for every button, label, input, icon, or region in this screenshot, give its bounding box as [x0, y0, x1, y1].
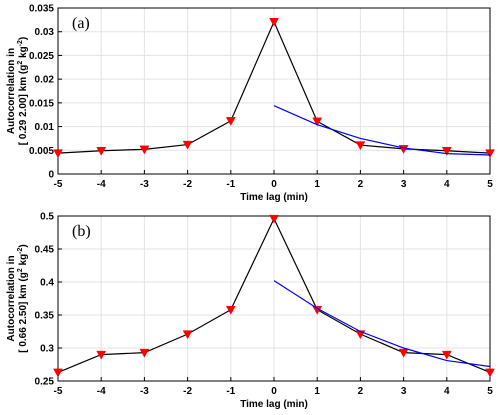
y-tick-label: 0.3	[40, 344, 54, 355]
x-axis-label: Time lag (min)	[240, 399, 308, 410]
y-tick-label: 0.025	[29, 51, 54, 62]
y-axis-label-part: [ 0.66 2.50] km (g	[18, 272, 29, 353]
data-point-marker	[225, 305, 236, 315]
y-tick-label: 0	[48, 170, 54, 181]
y-axis-label-part: [ 0.29 2.00] km (g	[18, 65, 29, 146]
x-tick-label: 5	[487, 386, 493, 397]
data-point-marker	[182, 330, 193, 340]
x-tick-label: -1	[226, 386, 235, 397]
data-point-marker	[355, 141, 366, 151]
fit-curve-line	[273, 280, 491, 368]
panel-label: (a)	[72, 15, 90, 32]
y-axis-label-line1: Autocorrelation in	[6, 48, 17, 134]
y-tick-label: 0.02	[35, 75, 55, 86]
data-point-marker	[53, 149, 63, 159]
x-tick-label: 2	[358, 179, 364, 190]
data-point-marker	[53, 368, 63, 378]
y-tick-label: 0.01	[35, 122, 55, 133]
y-tick-label: 0.35	[35, 311, 55, 322]
data-point-marker	[225, 117, 236, 126]
y-tick-label: 0.005	[29, 146, 54, 157]
y-tick-label: 0.03	[35, 27, 55, 38]
x-tick-label: -3	[140, 179, 149, 190]
x-tick-label: -2	[183, 386, 192, 397]
data-point-marker	[398, 348, 409, 358]
chart-panel-a: -5 -4 -3 -2 -1 0 1 2 3 4 5 0 0.005 0.01 0.015 0.02 0.025…	[6, 4, 495, 203]
x-tick-label: 0	[271, 386, 277, 397]
y-axis-label-part: -2	[17, 247, 24, 253]
y-axis-label-part: -2	[17, 40, 24, 46]
x-axis-label: Time lag (min)	[240, 192, 308, 203]
y-axis-label: Autocorrelation in[ 0.66 2.50] km (g2 kg…	[6, 244, 29, 353]
y-tick-label: 0.015	[29, 98, 54, 109]
y-axis-label-part: 2	[17, 61, 24, 65]
data-point-marker	[312, 117, 323, 127]
x-tick-label: 4	[444, 386, 450, 397]
data-point-marker	[485, 149, 495, 159]
x-tick-label: 5	[487, 179, 493, 190]
x-tick-label: 3	[401, 179, 407, 190]
y-tick-label: 0.4	[40, 278, 54, 289]
data-point-marker	[182, 140, 193, 150]
chart-panel-b: -5 -4 -3 -2 -1 0 1 2 3 4 5 0.25 0.3 0.35 0.4 0.45 0.5 Tim…	[6, 212, 495, 410]
data-point-marker	[441, 350, 452, 360]
x-tick-label: -5	[54, 386, 63, 397]
x-tick-label: -1	[226, 179, 235, 190]
y-axis-label-line1: Autocorrelation in	[6, 255, 17, 341]
y-axis-label-part: kg	[18, 254, 29, 268]
data-point-marker	[96, 350, 107, 360]
x-tick-label: 1	[314, 386, 320, 397]
data-point-marker	[269, 18, 279, 27]
x-tick-label: -4	[97, 179, 106, 190]
x-tick-label: 0	[271, 179, 277, 190]
fit-curve-line	[273, 105, 491, 156]
data-point-marker	[441, 147, 452, 156]
x-tick-label: -4	[97, 386, 106, 397]
data-point-marker	[485, 368, 495, 378]
x-tick-label: 4	[444, 179, 450, 190]
x-tick-label: 1	[314, 179, 320, 190]
y-axis-label-line2: [ 0.66 2.50] km (g2 kg-2)	[17, 244, 29, 353]
y-tick-label: 0.25	[35, 377, 55, 388]
y-axis-label-part: kg	[18, 46, 29, 60]
panel-label: (b)	[72, 223, 91, 240]
y-axis-label-line2: [ 0.29 2.00] km (g2 kg-2)	[17, 37, 29, 146]
y-axis-label-part: )	[18, 244, 29, 247]
x-tick-label: -2	[183, 179, 192, 190]
x-tick-label: -5	[54, 179, 63, 190]
x-tick-label: -3	[140, 386, 149, 397]
y-axis-label-part: 2	[17, 268, 24, 272]
y-tick-label: 0.45	[35, 245, 55, 256]
data-point-marker	[139, 145, 150, 155]
y-axis-label-part: )	[18, 37, 29, 40]
y-axis-label: Autocorrelation in[ 0.29 2.00] km (g2 kg…	[6, 37, 29, 146]
y-tick-label: 0.5	[40, 212, 54, 223]
x-tick-label: 2	[358, 386, 364, 397]
data-point-marker	[96, 147, 107, 156]
data-point-marker	[269, 214, 279, 224]
data-point-marker	[139, 348, 150, 358]
x-tick-label: 3	[401, 386, 407, 397]
y-tick-label: 0.035	[29, 4, 54, 15]
